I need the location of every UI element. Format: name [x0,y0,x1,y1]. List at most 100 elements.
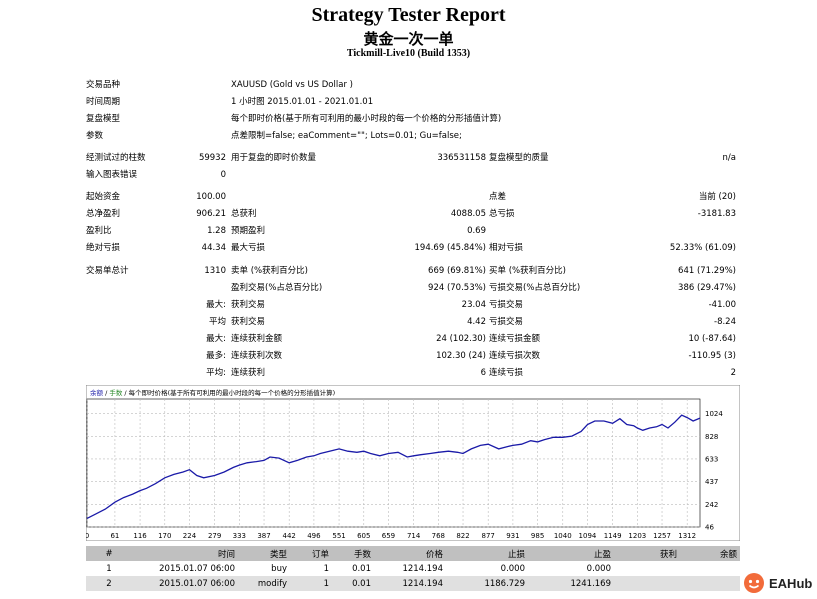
y-tick-label: 633 [705,455,718,463]
col-lots: 手数 [332,546,374,561]
gross-loss-label: 总亏损 [489,209,515,219]
rel-drawdown-value: 52.33% (61.09) [669,243,736,253]
max-cons-losses-value: 10 (-87.64) [688,334,736,344]
cell-price: 1214.194 [374,561,446,576]
col-type: 类型 [238,546,290,561]
errors-value: 0 [220,170,226,180]
cell-time: 2015.01.07 06:00 [132,561,238,576]
col-order: 订单 [290,546,332,561]
gross-profit-value: 4088.05 [450,209,486,219]
expected-payoff-label: 预期盈利 [231,226,266,236]
quality-label: 复盘模型的质量 [489,153,549,163]
x-tick-label: 768 [432,532,445,540]
cell-number: 2 [86,576,132,591]
profit-trades-value: 924 (70.53%) [428,283,486,293]
loss-trades-label: 亏损交易(%占总百分比) [489,283,581,293]
watermark-text: EAHub [769,575,813,591]
profit-factor-label: 盈利比 [86,226,112,236]
x-tick-label: 170 [158,532,171,540]
x-tick-label: 1257 [653,532,671,540]
spread-label: 点差 [489,192,507,202]
x-tick-label: 1149 [604,532,622,540]
y-tick-label: 1024 [705,410,723,418]
col-profit: 获利 [614,546,680,561]
average-prefix: 平均 [208,317,226,327]
cell-lots: 0.01 [332,561,374,576]
x-tick-label: 496 [307,532,321,540]
y-tick-label: 242 [705,501,718,509]
col-sl: 止损 [446,546,528,561]
avg-cons-wins-value: 6 [480,368,486,378]
col-tp: 止盈 [528,546,614,561]
largest-profit-value: 23.04 [461,300,486,310]
period-value: 1 小时图 2015.01.01 - 2021.01.01 [231,97,374,107]
rel-drawdown-label: 相对亏损 [489,243,524,253]
max-cons-wins-label: 连续获利金额 [231,334,283,344]
avg-cons-wins-label: 连续获利 [231,368,266,378]
x-tick-label: 1312 [678,532,696,540]
watermark: EAHub [743,572,813,594]
average-loss-label: 亏损交易 [489,317,524,327]
symbol-label: 交易品种 [86,80,121,90]
max-cons-losses-label: 连续亏损金额 [489,334,541,344]
bars-label: 经测试过的柱数 [86,153,146,163]
largest-prefix: 最大: [206,300,226,310]
cell-tp: 1241.169 [528,576,614,591]
col-price: 价格 [374,546,446,561]
deals-table: # 时间 类型 订单 手数 价格 止损 止盈 获利 余额 1 2015.01.0… [86,546,740,591]
plot-area [86,398,701,528]
average-profit-value: 4.42 [467,317,486,327]
total-trades-value: 1310 [204,266,226,276]
y-tick-label: 437 [705,478,718,486]
net-profit-label: 总净盈利 [86,209,121,219]
cell-sl: 0.000 [446,561,528,576]
chart-legend: 余额 / 手数 / 每个即时价格(基于所有可利用的最小时段的每一个价格的分形插值… [90,388,335,397]
profit-trades-label: 盈利交易(%占总百分比) [231,283,323,293]
x-tick-label: 0 [86,532,89,540]
cell-lots: 0.01 [332,576,374,591]
params-value: 点差限制=false; eaComment=""; Lots=0.01; Gu=… [231,131,462,141]
avg-cons-prefix: 平均: [206,368,226,378]
max-cons-profit-value: 102.30 (24) [436,351,486,361]
avg-cons-losses-label: 连续亏损 [489,368,524,378]
average-profit-label: 获利交易 [231,317,266,327]
x-tick-label: 877 [482,532,495,540]
x-tick-label: 279 [208,532,221,540]
cell-balance [680,561,740,576]
report-title: Strategy Tester Report [311,4,506,26]
gross-profit-label: 总获利 [231,209,257,219]
x-tick-label: 985 [531,532,544,540]
bars-value: 59932 [198,153,226,163]
short-trades-value: 669 (69.81%) [428,266,486,276]
abs-drawdown-label: 绝对亏损 [86,243,121,253]
max-cons-prefix: 最大: [206,334,226,344]
max-cons-profit-label: 连续获利次数 [231,351,283,361]
col-number: # [86,546,132,561]
table-row: 1 2015.01.07 06:00 buy 1 0.01 1214.194 0… [86,561,740,576]
long-trades-value: 641 (71.29%) [678,266,736,276]
col-time: 时间 [132,546,238,561]
model-value: 每个即时价格(基于所有可利用的最小时段的每一个价格的分形插值计算) [231,114,502,124]
cell-type: buy [238,561,290,576]
largest-profit-label: 获利交易 [231,300,266,310]
profit-factor-value: 1.28 [207,226,226,236]
cell-type: modify [238,576,290,591]
max-cons-wins-value: 24 (102.30) [436,334,486,344]
cell-sl: 1186.729 [446,576,528,591]
loss-trades-value: 386 (29.47%) [678,283,736,293]
x-tick-label: 605 [357,532,370,540]
x-tick-label: 333 [233,532,246,540]
short-trades-label: 卖单 (%获利百分比) [231,266,308,276]
max-drawdown-label: 最大亏损 [231,243,266,253]
cell-time: 2015.01.07 06:00 [132,576,238,591]
eahub-logo-icon [744,573,764,593]
x-tick-label: 1040 [554,532,572,540]
x-tick-label: 224 [183,532,197,540]
ticks-value: 336531158 [437,153,486,163]
x-tick-label: 1203 [628,532,646,540]
server-build: Tickmill-Live10 (Build 1353) [346,48,471,59]
cell-order: 1 [290,576,332,591]
ticks-label: 用于复盘的即时价数量 [231,153,317,163]
x-tick-label: 714 [407,532,421,540]
